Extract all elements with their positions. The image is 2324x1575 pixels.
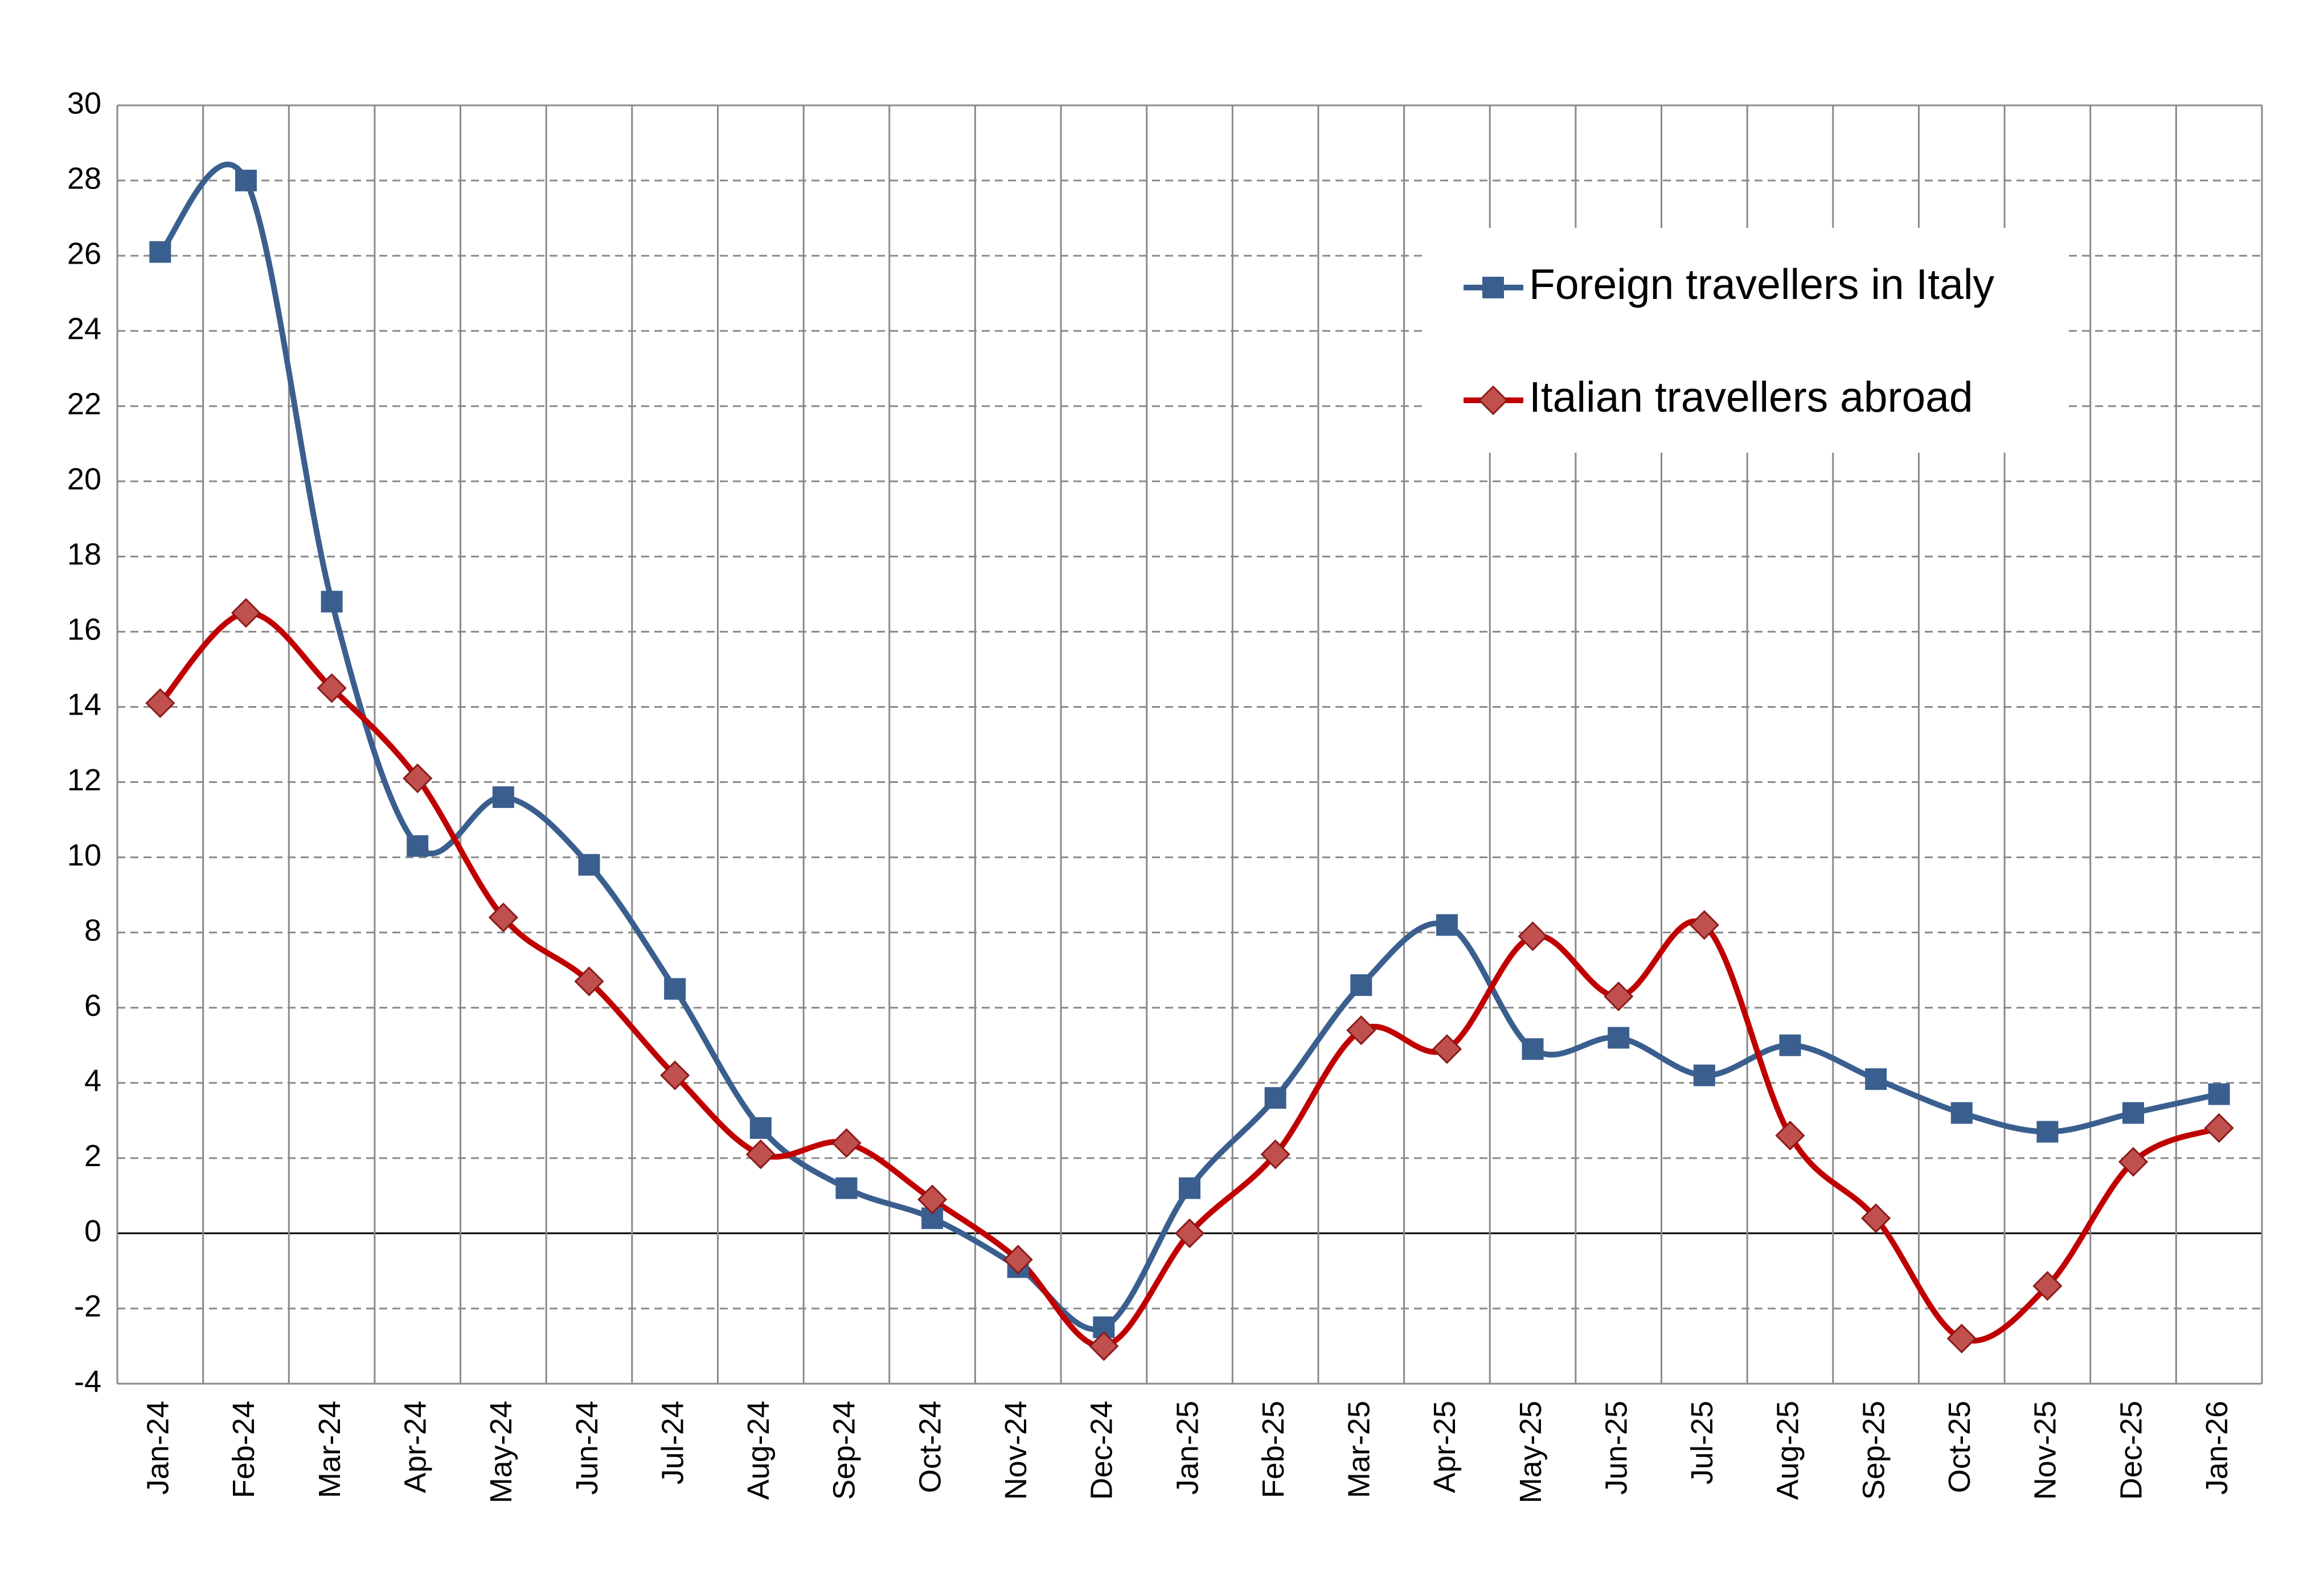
legend-label: Foreign travellers in Italy (1529, 260, 1994, 308)
x-tick-label: Dec-25 (2114, 1401, 2148, 1500)
marker (488, 903, 519, 933)
marker (745, 1139, 776, 1170)
marker (1518, 921, 1548, 951)
x-tick-label: Apr-24 (399, 1401, 433, 1493)
marker (235, 170, 257, 192)
legend-label: Italian travellers abroad (1529, 373, 1973, 421)
marker (831, 1128, 862, 1158)
y-tick-label: 20 (67, 462, 101, 497)
marker (317, 673, 347, 703)
marker (1436, 914, 1458, 936)
y-tick-label: -2 (74, 1289, 101, 1323)
marker (1346, 1015, 1376, 1045)
y-tick-label: 12 (67, 763, 101, 797)
marker (403, 763, 433, 794)
marker (2036, 1121, 2059, 1143)
marker (1432, 1034, 1462, 1064)
marker (1350, 974, 1372, 996)
marker (2208, 1083, 2230, 1105)
marker (2204, 1113, 2234, 1143)
x-tick-label: Aug-24 (741, 1401, 776, 1500)
y-tick-label: 0 (84, 1214, 101, 1248)
x-tick-label: Sep-25 (1856, 1401, 1891, 1500)
marker (321, 590, 343, 613)
marker (1689, 910, 1719, 940)
marker (1775, 1121, 1805, 1151)
x-tick-label: Aug-25 (1771, 1401, 1805, 1500)
marker (407, 835, 429, 857)
marker (749, 1117, 772, 1139)
x-tick-label: Sep-24 (827, 1401, 862, 1500)
marker (1174, 1218, 1205, 1249)
x-tick-label: Jan-25 (1170, 1401, 1204, 1495)
x-tick-label: Apr-25 (1428, 1401, 1462, 1493)
marker (835, 1177, 858, 1199)
marker (1865, 1068, 1887, 1090)
marker (1264, 1087, 1286, 1109)
x-tick-label: Feb-24 (227, 1401, 261, 1498)
marker (1482, 277, 1504, 298)
x-tick-label: Mar-24 (313, 1401, 347, 1498)
marker (1608, 1027, 1630, 1049)
marker (574, 966, 604, 996)
y-tick-label: 24 (67, 311, 101, 346)
marker (2122, 1102, 2145, 1124)
x-tick-label: Nov-24 (999, 1401, 1033, 1500)
x-tick-label: Nov-25 (2028, 1401, 2063, 1500)
marker (1860, 1203, 1891, 1233)
y-tick-label: 10 (67, 838, 101, 872)
legend-box (1427, 228, 2064, 453)
x-tick-label: Jun-24 (570, 1401, 604, 1495)
marker (492, 786, 514, 808)
marker (231, 598, 261, 628)
x-tick-label: Dec-24 (1085, 1401, 1119, 1500)
x-tick-label: May-24 (484, 1401, 518, 1503)
x-tick-label: Mar-25 (1342, 1401, 1376, 1498)
marker (1946, 1323, 1977, 1353)
marker (1089, 1331, 1119, 1361)
y-tick-label: 8 (84, 913, 101, 948)
x-tick-label: Feb-25 (1256, 1401, 1290, 1498)
marker (1604, 981, 1634, 1012)
y-tick-label: 22 (67, 387, 101, 421)
x-tick-label: Jan-24 (141, 1401, 175, 1495)
y-tick-label: -4 (74, 1364, 101, 1398)
marker (1179, 1177, 1200, 1199)
y-tick-label: 18 (67, 538, 101, 572)
marker (2032, 1271, 2063, 1301)
marker (1260, 1139, 1290, 1170)
marker (1693, 1064, 1715, 1086)
y-tick-label: 26 (67, 236, 101, 270)
x-tick-label: Jul-25 (1685, 1401, 1719, 1484)
x-tick-label: May-25 (1514, 1401, 1548, 1503)
marker (917, 1184, 948, 1215)
marker (1478, 385, 1509, 416)
y-tick-label: 2 (84, 1139, 101, 1173)
x-tick-label: Jul-24 (655, 1401, 690, 1484)
y-tick-label: 4 (84, 1064, 101, 1098)
marker (578, 854, 600, 876)
y-tick-label: 14 (67, 688, 101, 722)
x-tick-label: Jun-25 (1599, 1401, 1633, 1495)
marker (1779, 1034, 1801, 1056)
marker (1003, 1244, 1033, 1275)
marker (149, 241, 171, 263)
x-tick-label: Oct-25 (1942, 1401, 1977, 1493)
y-tick-label: 28 (67, 161, 101, 195)
marker (2118, 1147, 2149, 1177)
marker (1950, 1102, 1973, 1124)
marker (145, 688, 175, 718)
y-tick-label: 16 (67, 613, 101, 647)
x-tick-label: Oct-24 (913, 1401, 947, 1493)
marker (660, 1060, 690, 1090)
marker (1522, 1038, 1544, 1060)
marker (664, 978, 686, 1000)
y-tick-label: 6 (84, 989, 101, 1023)
x-tick-label: Jan-26 (2200, 1401, 2234, 1495)
y-tick-label: 30 (67, 86, 101, 120)
